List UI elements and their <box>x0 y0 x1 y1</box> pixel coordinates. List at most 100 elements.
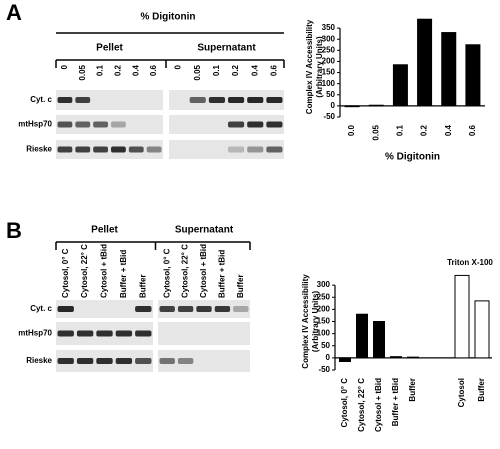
lane-label: Cytosol, 0° C <box>162 248 171 298</box>
y-tick-label: 200 <box>322 57 336 66</box>
blot-band <box>177 306 194 312</box>
lane-label: Cytosol, 22° C <box>181 244 190 298</box>
blot-band <box>76 358 94 364</box>
blot-strip <box>158 322 250 345</box>
y-tick-label: 250 <box>317 292 331 301</box>
lane-label: Buffer + tBid <box>218 250 227 298</box>
lane-label: 0.6 <box>149 64 158 76</box>
blot-band <box>96 358 113 364</box>
blot-strip <box>169 140 284 159</box>
x-tick-label: Buffer + tBid <box>391 378 400 426</box>
blot-band <box>228 146 245 153</box>
blot-band <box>93 121 108 128</box>
row-label: mtHsp70 <box>18 120 52 129</box>
blot-strip <box>56 140 163 159</box>
y-tick-label: -50 <box>323 112 335 121</box>
y-axis-label: Complex IV Accessibility <box>305 19 314 114</box>
x-tick-label: 0.05 <box>371 124 380 140</box>
blot-band <box>196 306 212 312</box>
blot-band <box>96 330 113 337</box>
blot-band <box>159 306 175 312</box>
bar <box>368 104 384 107</box>
y-tick-label: 50 <box>321 341 330 350</box>
blot-band <box>75 97 91 103</box>
lane-label: 0.05 <box>193 64 202 80</box>
lane-label: 0.1 <box>96 64 105 76</box>
lane-label: 0.6 <box>270 64 279 76</box>
y-tick-label: 350 <box>322 23 336 32</box>
y-axis-label: (Arbitrary Units) <box>315 36 324 98</box>
blot-band <box>128 146 144 153</box>
y-tick-label: 300 <box>317 280 331 289</box>
bar <box>373 321 385 359</box>
y-tick-label: 0 <box>326 353 331 362</box>
bar <box>474 300 490 359</box>
y-axis-label: (Arbitrary Units) <box>311 290 320 352</box>
blot-strip <box>158 350 250 372</box>
blot-band <box>135 330 152 337</box>
y-tick-label: -50 <box>318 365 330 374</box>
lane-label: Cytosol + tBid <box>199 244 208 298</box>
lane-label: 0 <box>60 64 69 69</box>
blot-band <box>135 306 152 312</box>
x-axis-label: % Digitonin <box>385 152 440 163</box>
blot-band <box>111 121 126 128</box>
bar <box>392 64 408 107</box>
blot-strip <box>56 115 163 134</box>
y-tick-label: 250 <box>322 45 336 54</box>
blot-band <box>57 358 74 364</box>
blot-band <box>111 146 126 153</box>
x-tick-label: Cytosol + tBid <box>374 378 383 432</box>
row-label: Rieske <box>26 145 52 154</box>
blot-band <box>135 358 152 364</box>
blot-band <box>228 97 245 103</box>
y-tick-label: 150 <box>322 68 336 77</box>
lane-label: 0.4 <box>250 64 259 76</box>
y-tick-label: 150 <box>317 317 331 326</box>
x-tick-label: Buffer <box>408 378 417 402</box>
blot-band <box>76 330 94 337</box>
y-tick-label: 100 <box>322 79 336 88</box>
lane-label: Buffer + tBid <box>119 250 128 298</box>
bar <box>390 356 402 359</box>
lane-label: Buffer <box>236 274 245 298</box>
blot-strip <box>169 90 284 110</box>
blot-band <box>233 306 249 312</box>
bar <box>454 274 470 359</box>
blot-band <box>57 121 73 128</box>
lane-label: 0.1 <box>212 64 221 76</box>
group-label: Pellet <box>96 43 123 54</box>
bar <box>339 357 351 363</box>
blot-band <box>189 97 206 103</box>
y-tick-label: 100 <box>317 329 331 338</box>
bar <box>344 105 360 108</box>
blot-band <box>75 121 91 128</box>
y-axis-label: Complex IV Accessibility <box>301 274 310 369</box>
blot-band <box>266 97 283 103</box>
y-tick-label: 0 <box>331 101 336 110</box>
row-label: mtHsp70 <box>18 329 52 338</box>
y-tick-label: 300 <box>322 34 336 43</box>
row-label: Cyt. c <box>30 304 52 313</box>
x-tick-label: Cytosol <box>457 378 466 407</box>
blot-title: % Digitonin <box>141 12 196 23</box>
blot-strip <box>56 300 153 318</box>
lane-label: Cytosol, 22° C <box>80 244 89 298</box>
blot-band <box>214 306 231 312</box>
bar <box>407 356 419 359</box>
blot-band <box>75 146 91 153</box>
group-label: Pellet <box>91 225 118 236</box>
x-tick-label: 0.1 <box>396 124 405 136</box>
blot-band <box>115 358 133 364</box>
bar <box>441 32 457 107</box>
x-tick-label: Buffer <box>477 378 486 402</box>
row-label: Rieske <box>26 356 52 365</box>
y-tick-label: 200 <box>317 304 331 313</box>
blot-band <box>247 97 264 103</box>
lane-label: Cytosol + tBid <box>100 244 109 298</box>
blot-band <box>177 358 194 364</box>
lane-label: Buffer <box>138 274 147 298</box>
blot-band <box>247 121 264 128</box>
x-tick-label: 0.4 <box>444 124 453 136</box>
